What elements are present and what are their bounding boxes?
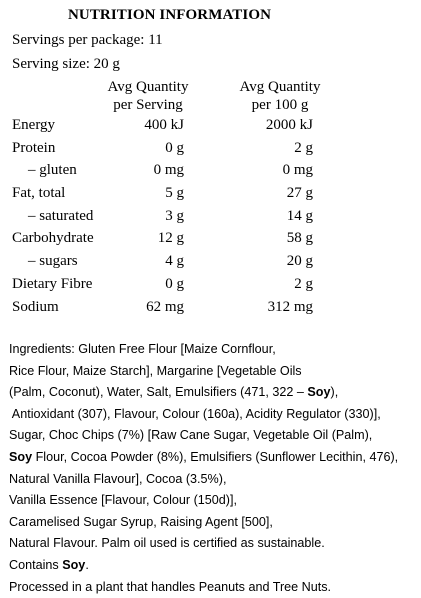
column-header-per-100g: Avg Quantity per 100 g <box>228 78 332 114</box>
value-per-100g: 58 g <box>286 230 313 247</box>
value-per-serving: 4 g <box>165 253 184 270</box>
column-header-line: Avg Quantity <box>239 79 321 95</box>
value-per-serving: 400 kJ <box>144 117 184 133</box>
column-header-line: per 100 g <box>251 97 309 113</box>
nutrition-row: Sodium 62 mg 312 mg <box>0 299 421 322</box>
column-header-line: Avg Quantity <box>107 79 189 95</box>
value-per-100g: 27 g <box>286 185 313 202</box>
value-per-serving: 0 g <box>165 139 184 156</box>
value-per-100g: 312 mg <box>267 298 313 315</box>
ingredients-line: Sugar, Choc Chips (7%) [Raw Cane Sugar, … <box>9 428 373 443</box>
nutrition-row: – gluten 0 mg 0 mg <box>0 162 421 185</box>
nutrient-label: – saturated <box>28 207 94 224</box>
ingredients-text: . <box>85 557 89 572</box>
nutrient-label: – sugars <box>28 253 78 270</box>
serving-size: Serving size: 20 g <box>12 56 120 72</box>
allergen-soy: Soy <box>9 449 33 464</box>
ingredients-text: Contains <box>9 557 63 572</box>
nutrition-table: Energy 400 kJ 2000 kJ Protein 0 g 2 g – gluten… <box>0 117 421 321</box>
value-per-100g: 20 g <box>286 253 313 270</box>
nutrient-label: Protein <box>12 139 56 156</box>
nutrition-row: Dietary Fibre 0 g 2 g <box>0 276 421 299</box>
value-per-serving: 62 mg <box>146 298 184 315</box>
nutrition-row: – sugars 4 g 20 g <box>0 253 421 276</box>
ingredients-text: ), <box>330 385 339 400</box>
column-header-line: per Serving <box>113 97 183 113</box>
nutrient-label: Fat, total <box>12 185 66 202</box>
ingredients-line: Natural Flavour. Palm oil used is certif… <box>9 536 325 551</box>
ingredients-line: (Palm, Coconut), Water, Salt, Emulsifier… <box>9 382 414 404</box>
nutrient-label: Sodium <box>12 298 59 315</box>
value-per-serving: 0 g <box>165 275 184 292</box>
ingredients-statement: Ingredients: Gluten Free Flour [Maize Co… <box>9 339 414 598</box>
value-per-100g: 2 g <box>294 275 313 292</box>
value-per-serving: 0 mg <box>153 162 184 179</box>
allergen-soy: Soy <box>307 385 331 400</box>
ingredients-line: Antioxidant (307), Flavour, Colour (160a… <box>9 406 381 421</box>
nutrition-row: – saturated 3 g 14 g <box>0 208 421 231</box>
value-per-100g: 14 g <box>286 207 313 224</box>
panel-title: NUTRITION INFORMATION <box>67 7 272 23</box>
value-per-100g: 2 g <box>294 139 313 156</box>
contains-statement: Contains Soy. <box>9 555 414 577</box>
nutrient-label: Energy <box>12 117 56 133</box>
allergen-advisory: Processed in a plant that handles Peanut… <box>9 579 332 594</box>
value-per-serving: 5 g <box>165 185 184 202</box>
ingredients-text: (Palm, Coconut), Water, Salt, Emulsifier… <box>9 385 308 400</box>
value-per-serving: 3 g <box>165 207 184 224</box>
value-per-100g: 2000 kJ <box>265 117 313 133</box>
ingredients-line: Rice Flour, Maize Starch], Margarine [Ve… <box>9 363 302 378</box>
nutrient-label: Dietary Fibre <box>12 275 93 292</box>
value-per-serving: 12 g <box>157 230 184 247</box>
value-per-100g: 0 mg <box>282 162 313 179</box>
ingredients-line: Vanilla Essence [Flavour, Colour (150d)]… <box>9 493 237 508</box>
ingredients-text: Flour, Cocoa Powder (8%), Emulsifiers (S… <box>32 449 399 464</box>
nutrition-row: Carbohydrate 12 g 58 g <box>0 230 421 253</box>
ingredients-line: Ingredients: Gluten Free Flour [Maize Co… <box>9 342 276 356</box>
nutrient-label: – gluten <box>28 162 77 179</box>
ingredients-line: Soy Flour, Cocoa Powder (8%), Emulsifier… <box>9 447 414 469</box>
nutrition-row: Protein 0 g 2 g <box>0 140 421 163</box>
ingredients-line: Natural Vanilla Flavour], Cocoa (3.5%), <box>9 471 227 486</box>
column-header-per-serving: Avg Quantity per Serving <box>96 78 200 114</box>
ingredients-line: Caramelised Sugar Syrup, Raising Agent [… <box>9 514 273 529</box>
servings-per-package: Servings per package: 11 <box>12 32 163 48</box>
nutrient-label: Carbohydrate <box>12 230 94 247</box>
allergen-soy: Soy <box>62 557 86 572</box>
nutrition-row: Fat, total 5 g 27 g <box>0 185 421 208</box>
nutrition-row: Energy 400 kJ 2000 kJ <box>0 117 421 140</box>
